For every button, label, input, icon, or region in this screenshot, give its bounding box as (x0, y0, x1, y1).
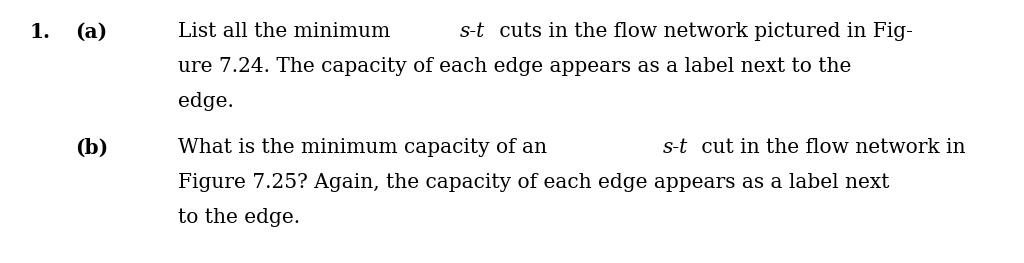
Text: s-t: s-t (663, 138, 687, 157)
Text: s-t: s-t (460, 22, 485, 41)
Text: Figure 7.25? Again, the capacity of each edge appears as a label next: Figure 7.25? Again, the capacity of each… (178, 173, 890, 192)
Text: (b): (b) (75, 138, 109, 158)
Text: List all the minimum: List all the minimum (178, 22, 396, 41)
Text: 1.: 1. (30, 22, 51, 42)
Text: ure 7.24. The capacity of each edge appears as a label next to the: ure 7.24. The capacity of each edge appe… (178, 57, 851, 76)
Text: (a): (a) (75, 22, 108, 42)
Text: cuts in the flow network pictured in Fig-: cuts in the flow network pictured in Fig… (493, 22, 912, 41)
Text: cut in the flow network in: cut in the flow network in (695, 138, 966, 157)
Text: to the edge.: to the edge. (178, 208, 300, 227)
Text: edge.: edge. (178, 92, 233, 111)
Text: What is the minimum capacity of an: What is the minimum capacity of an (178, 138, 553, 157)
